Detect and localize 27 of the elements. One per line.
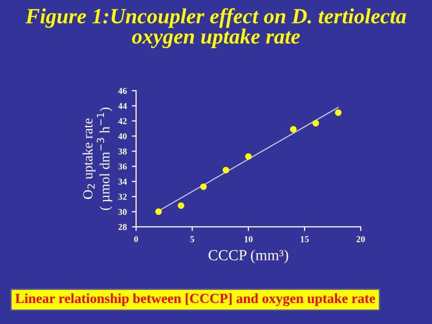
- y-tick-label: 28: [118, 224, 127, 230]
- x-tick-label: 10: [244, 236, 253, 242]
- x-tick-label: 20: [356, 236, 365, 242]
- y-tick-label: 44: [118, 103, 127, 109]
- point: [222, 166, 230, 174]
- point: [290, 126, 297, 133]
- y-tick-label: 32: [118, 194, 127, 200]
- y-tick-label: 36: [118, 163, 127, 170]
- point: [200, 183, 207, 190]
- point: [245, 153, 252, 160]
- y-tick-label: 46: [118, 88, 127, 94]
- y-tick-label: 30: [118, 208, 127, 215]
- y-axis-title: O$_{2}$ uptake rate ( µmol dm$^{−3}$ h$^{−1}$): [82, 108, 112, 210]
- point: [155, 208, 162, 215]
- x-tick-label: 15: [300, 236, 309, 242]
- x-axis-title: CCCP (mm³): [208, 250, 288, 264]
- y-tick-label: 42: [118, 118, 127, 124]
- point: [178, 202, 184, 209]
- point: [312, 120, 320, 126]
- x-tick-label: 0: [134, 236, 138, 242]
- y-tick-label: 34: [118, 178, 127, 185]
- y-tick-label: 38: [118, 148, 127, 154]
- chart-title: Figure 1:Uncoupler effect on D. tertiolecta oxygen uptake rate: [25, 8, 406, 48]
- point: [335, 109, 342, 116]
- x-tick-label: 5: [190, 236, 194, 242]
- text: Linear relationship between [CCCP] and oxygen uptake rate: [15, 293, 375, 306]
- y-tick-label: 40: [118, 133, 127, 140]
